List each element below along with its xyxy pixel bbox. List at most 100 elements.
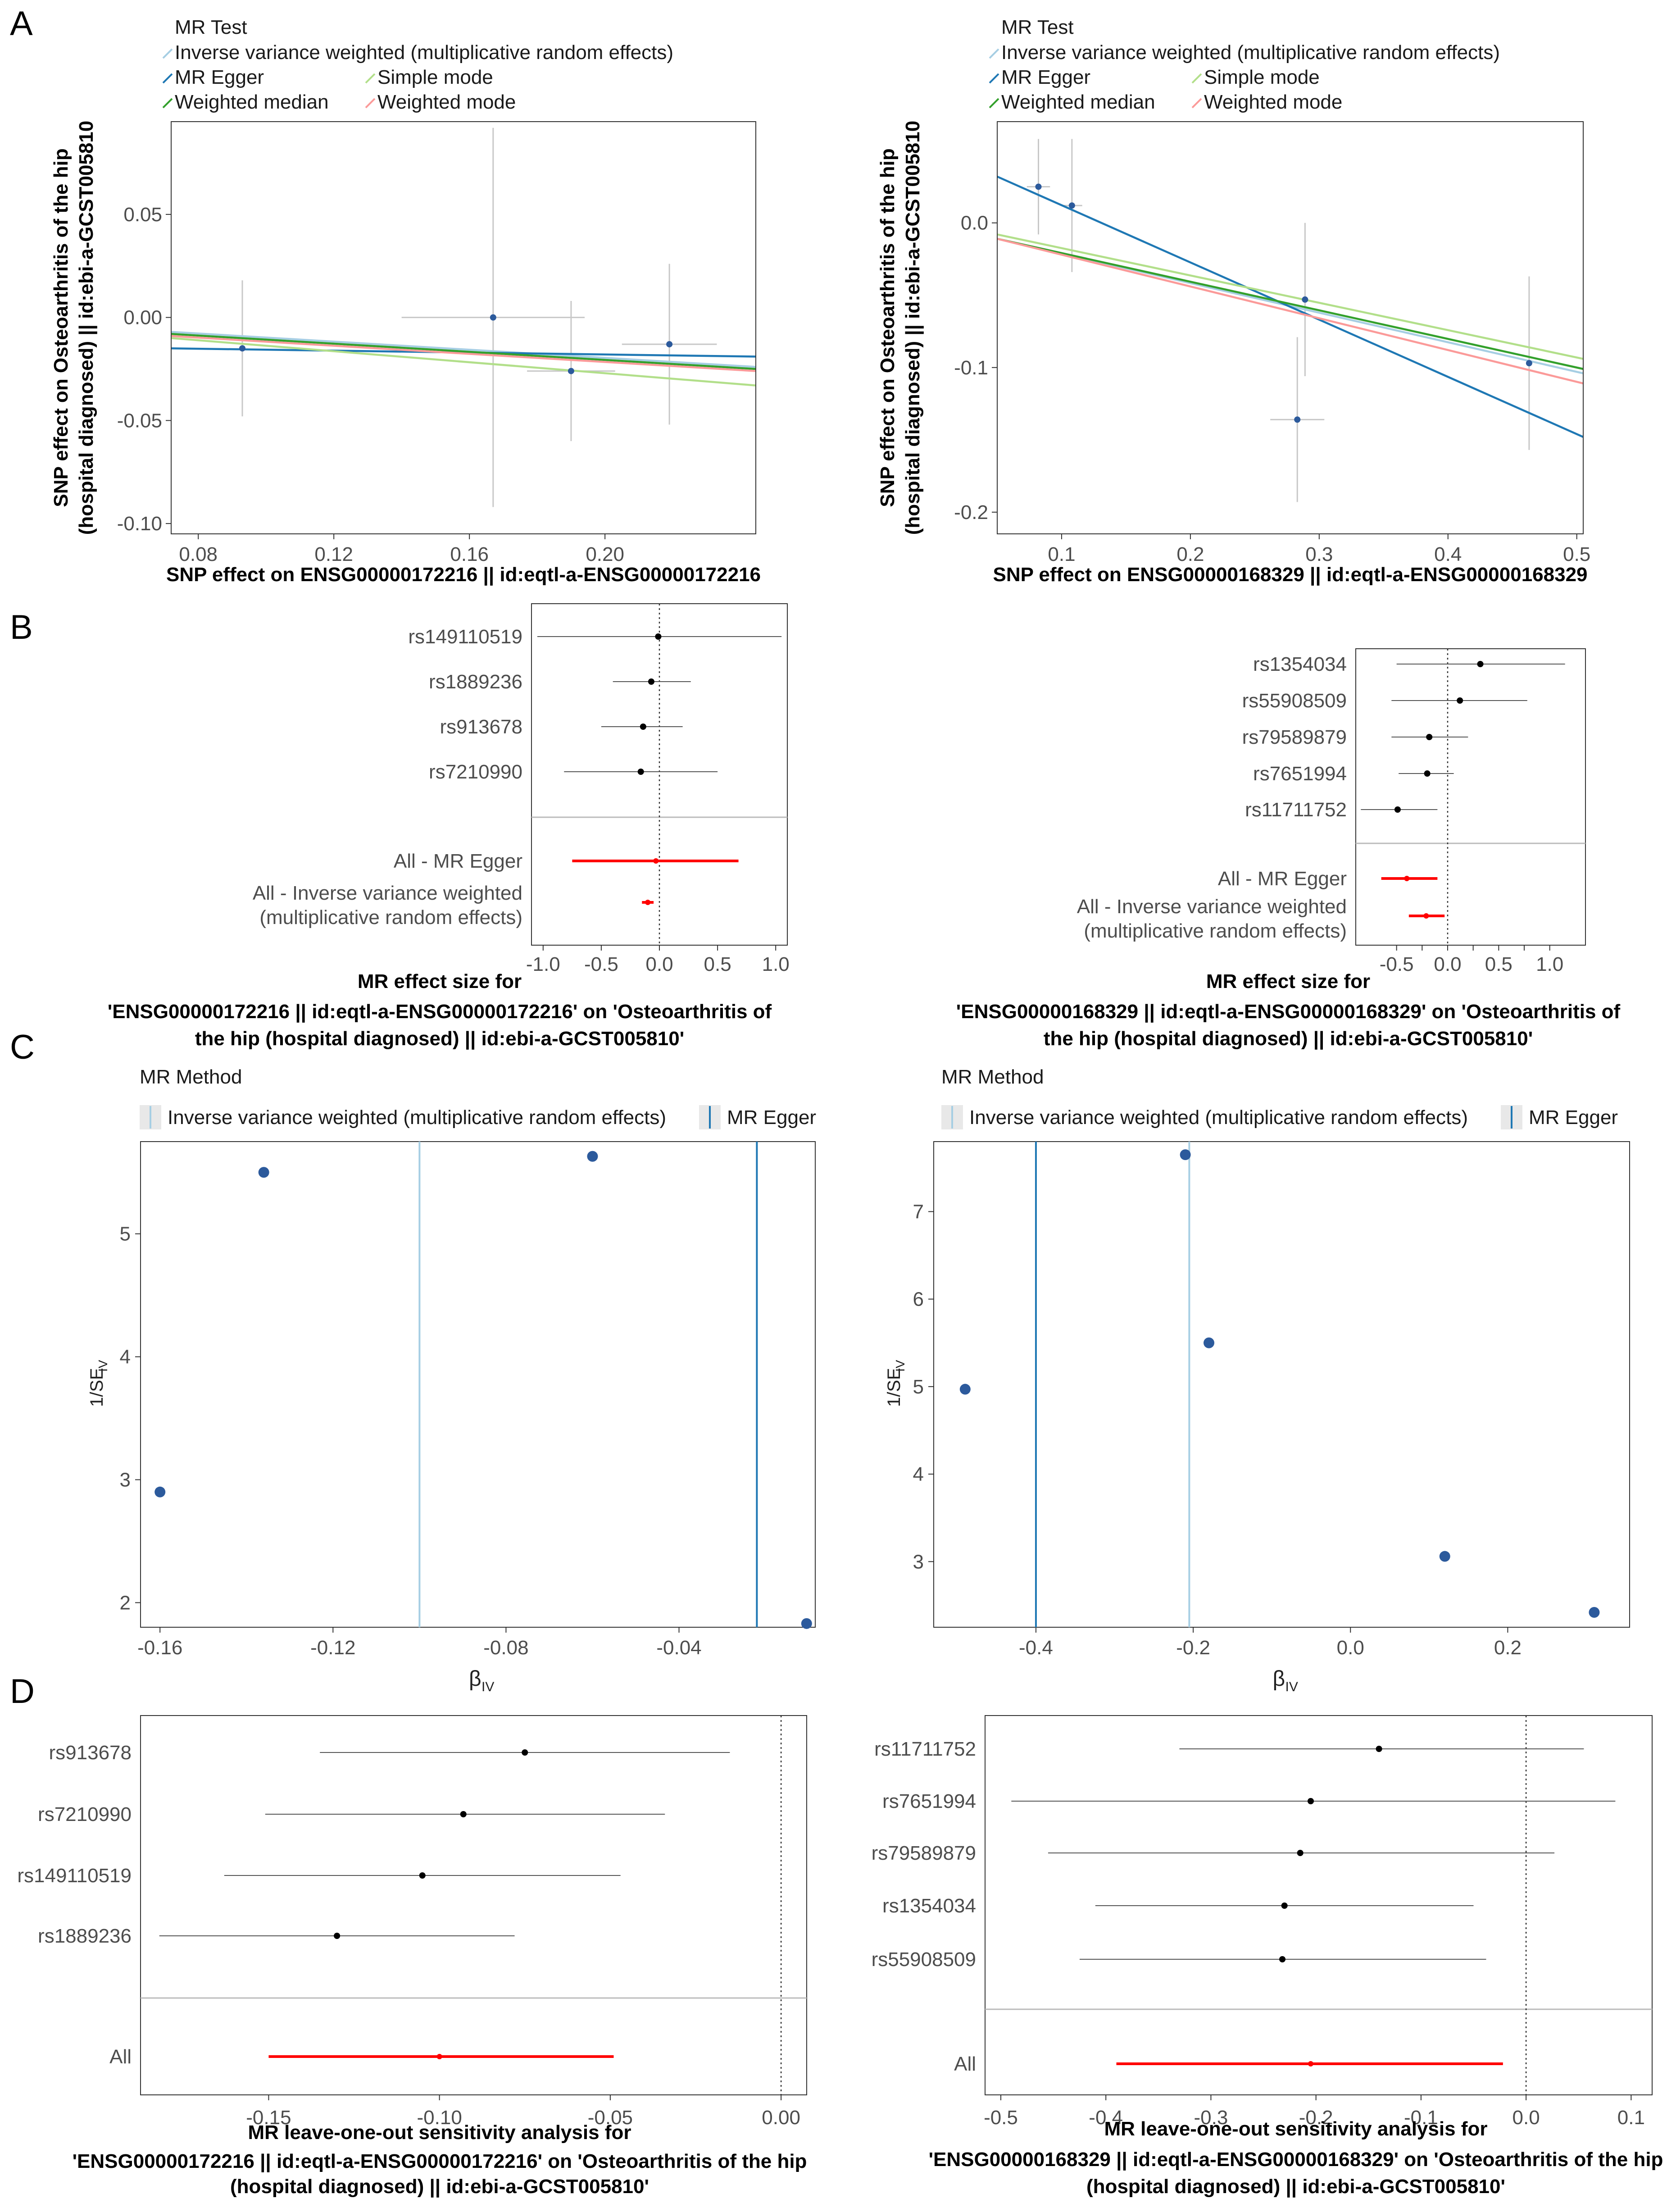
b2-snp-label-0: rs1354034 (1253, 653, 1347, 675)
c2-x-axis-title: β (1273, 1667, 1285, 1691)
a2-x-tick-label-1: 0.2 (1176, 543, 1204, 565)
c1-y-axis-title: 1/SE (87, 1368, 107, 1407)
d2-snp-estimate-0 (1376, 1746, 1382, 1752)
d1-snp-estimate-3 (334, 1933, 341, 1939)
b1-summary-estimate-1 (645, 900, 651, 905)
b2-snp-label-3: rs7651994 (1253, 763, 1347, 785)
c2-y-axis-title: 1/SE (884, 1368, 904, 1407)
a2-x-tick-label-4: 0.5 (1563, 543, 1590, 565)
c2-y-axis-title-subscript: IV (893, 1360, 907, 1372)
a2-line-egger (997, 175, 1584, 438)
c1-point-0 (258, 1167, 269, 1178)
b1-x-tick-label-3: 0.5 (704, 953, 731, 975)
b1-snp-estimate-3 (637, 769, 644, 775)
d1-x-axis-title-line3: (hospital diagnosed) || id:ebi-a-GCST005… (230, 2176, 649, 2198)
c2-legend-label-ivw: Inverse variance weighted (multiplicativ… (969, 1106, 1468, 1129)
a2-legend-label-simple_mode: Simple mode (1204, 66, 1320, 88)
c1-x-axis-title: β (469, 1667, 481, 1691)
d2-x-axis-title-line2: 'ENSG00000168329 || id:eqtl-a-ENSG000001… (929, 2148, 1663, 2171)
c2-point-1 (1204, 1337, 1215, 1348)
c2-y-tick-label-4: 7 (913, 1201, 924, 1223)
c1-y-tick-label-2: 4 (120, 1346, 131, 1368)
panel-letter-c: C (10, 1028, 35, 1066)
b2-x-axis-title-line1: MR effect size for (1206, 970, 1370, 992)
d2-x-tick-label-4: -0.1 (1404, 2107, 1438, 2129)
d1-snp-estimate-2 (419, 1872, 426, 1879)
b1-snp-label-0: rs149110519 (408, 626, 522, 648)
b2-panel-border (1355, 648, 1586, 946)
a1-legend-label-weighted_mode: Weighted mode (377, 91, 516, 113)
a1-legend-label-ivw: Inverse variance weighted (multiplicativ… (175, 41, 673, 64)
c2-point-2 (959, 1384, 971, 1395)
a1-y-tick-label-0: 0.05 (123, 204, 162, 226)
c1-x-tick-label-0: -0.16 (137, 1637, 182, 1659)
d2-x-tick-label-2: -0.3 (1194, 2107, 1228, 2129)
d1-snp-label-0: rs913678 (49, 1742, 132, 1764)
a1-y-tick-label-1: 0.00 (123, 307, 162, 329)
c2-x-axis-title-subscript: IV (1285, 1679, 1298, 1694)
a1-line-weighted_median (171, 332, 756, 370)
b2-summary-label-0: All - MR Egger (1218, 868, 1347, 890)
funnel-plot-c2: MR Method Inverse variance weighted (mult… (884, 1066, 1630, 1694)
c2-point-0 (1180, 1149, 1191, 1161)
a1-panel-border (171, 121, 756, 534)
scatter-plot-a1: MR Test Inverse variance weighted (multip… (50, 16, 761, 586)
d2-x-tick-label-0: -0.5 (984, 2107, 1018, 2129)
a2-x-axis-title: SNP effect on ENSG00000168329 || id:eqtl… (993, 564, 1587, 586)
b2-snp-label-4: rs11711752 (1245, 799, 1347, 821)
forest-plot-b2: rs1354034 rs55908509 rs79589879 rs7651994 rs… (956, 648, 1621, 1050)
a2-y-axis-title-line2: (hospital diagnosed) || id:ebi-a-GCST005… (902, 121, 924, 535)
a1-line-simple_mode (171, 337, 756, 387)
a2-x-tick-label-2: 0.3 (1305, 543, 1333, 565)
c2-y-tick-label-1: 4 (913, 1463, 924, 1485)
c2-point-4 (1589, 1607, 1600, 1618)
a2-legend-label-weighted_median: Weighted median (1001, 91, 1155, 113)
scatter-plot-a2: MR Test Inverse variance weighted (multip… (877, 16, 1590, 586)
c2-x-tick-label-0: -0.4 (1019, 1637, 1053, 1659)
c1-point-1 (587, 1151, 598, 1162)
b2-snp-label-2: rs79589879 (1242, 726, 1347, 748)
a1-x-tick-label-1: 0.12 (314, 543, 353, 565)
c2-panel-border (933, 1141, 1630, 1628)
a2-legend-key-egger (989, 73, 999, 84)
c2-y-tick-label-0: 3 (913, 1551, 924, 1573)
a1-legend-key-simple_mode (365, 73, 376, 84)
c1-legend-label-egger: MR Egger (727, 1106, 816, 1129)
a1-line-ivw (171, 331, 756, 368)
b2-snp-estimate-1 (1457, 697, 1463, 704)
b1-snp-label-1: rs1889236 (429, 671, 522, 693)
c2-y-tick-label-2: 5 (913, 1376, 924, 1398)
d2-x-tick-label-3: -0.2 (1299, 2107, 1333, 2129)
a2-x-tick-label-0: 0.1 (1048, 543, 1075, 565)
a1-legend-title: MR Test (175, 16, 247, 38)
d1-summary-estimate-0 (436, 2054, 442, 2059)
d2-snp-label-4: rs55908509 (872, 1948, 976, 1971)
b1-x-tick-label-1: -0.5 (584, 953, 618, 975)
a2-point-4 (1526, 360, 1532, 367)
d1-x-tick-label-0: -0.15 (246, 2107, 291, 2129)
c1-y-tick-label-0: 2 (120, 1592, 131, 1614)
a2-line-weighted_median (997, 237, 1584, 370)
d1-summary-label-0: All (109, 2046, 132, 2068)
a1-x-tick-label-0: 0.08 (179, 543, 218, 565)
b2-x-tick-label-2: 0.0 (1434, 953, 1461, 975)
c1-y-tick-label-3: 5 (120, 1223, 131, 1245)
b2-snp-label-1: rs55908509 (1242, 690, 1347, 712)
d1-x-axis-title-line2: 'ENSG00000172216 || id:eqtl-a-ENSG000001… (73, 2150, 807, 2173)
a2-point-1 (1068, 202, 1075, 209)
c2-legend-label-egger: MR Egger (1529, 1106, 1618, 1129)
c1-point-3 (801, 1618, 812, 1629)
c1-x-tick-label-3: -0.04 (656, 1637, 701, 1659)
c2-y-tick-label-3: 6 (913, 1288, 924, 1311)
b2-x-axis-title-line3: the hip (hospital diagnosed) || id:ebi-a… (1044, 1028, 1533, 1050)
d2-snp-estimate-4 (1279, 1956, 1286, 1962)
a2-x-tick-label-3: 0.4 (1434, 543, 1462, 565)
b2-snp-estimate-0 (1477, 661, 1484, 667)
b1-snp-estimate-0 (655, 633, 662, 640)
d2-x-tick-label-1: -0.4 (1089, 2107, 1123, 2129)
b2-x-tick-label-4: 0.5 (1485, 953, 1512, 975)
a1-x-tick-label-2: 0.16 (450, 543, 489, 565)
d2-summary-label-0: All (954, 2053, 976, 2075)
d2-panel-border (985, 1715, 1653, 2095)
d1-snp-estimate-1 (460, 1811, 467, 1817)
